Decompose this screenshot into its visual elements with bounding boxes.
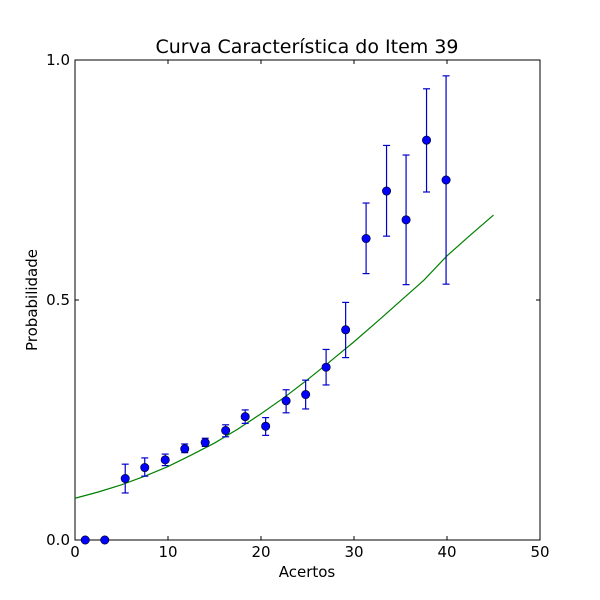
errorbars-layer — [121, 75, 450, 494]
x-tick-label: 40 — [437, 543, 456, 561]
data-point — [120, 474, 130, 484]
y-tick-label: 0.5 — [46, 291, 70, 309]
y-tick-label: 1.0 — [46, 51, 70, 69]
chart-title: Curva Característica do Item 39 — [155, 36, 458, 58]
y-tick-label: 0.0 — [46, 531, 70, 549]
data-point — [180, 444, 190, 454]
data-point — [301, 390, 311, 400]
fitted-curve-layer — [74, 214, 494, 499]
data-point — [240, 412, 250, 422]
x-tick-label: 20 — [251, 543, 270, 561]
data-point — [341, 325, 351, 335]
x-axis-label: Acertos — [279, 563, 336, 581]
data-point — [221, 426, 231, 436]
fitted-curve — [74, 214, 494, 499]
data-point — [160, 455, 170, 465]
x-tick-label: 50 — [530, 543, 549, 561]
x-tick-label: 30 — [344, 543, 363, 561]
data-point — [140, 463, 150, 473]
data-point — [281, 396, 291, 406]
data-point — [361, 234, 371, 244]
data-point — [100, 535, 110, 545]
data-point — [261, 421, 271, 431]
x-tick-label: 10 — [158, 543, 177, 561]
y-axis-label: Probabilidade — [23, 249, 41, 351]
data-point — [382, 186, 392, 196]
data-points-layer — [80, 135, 451, 545]
data-point — [80, 535, 90, 545]
data-point — [401, 215, 411, 225]
data-point — [200, 438, 210, 448]
data-point — [422, 135, 432, 145]
data-point — [321, 362, 331, 372]
axis-ticks: 0 10 20 30 40 50 0.0 0.5 1.0 — [46, 51, 549, 561]
x-tick-label: 0 — [70, 543, 80, 561]
data-point — [441, 175, 451, 185]
